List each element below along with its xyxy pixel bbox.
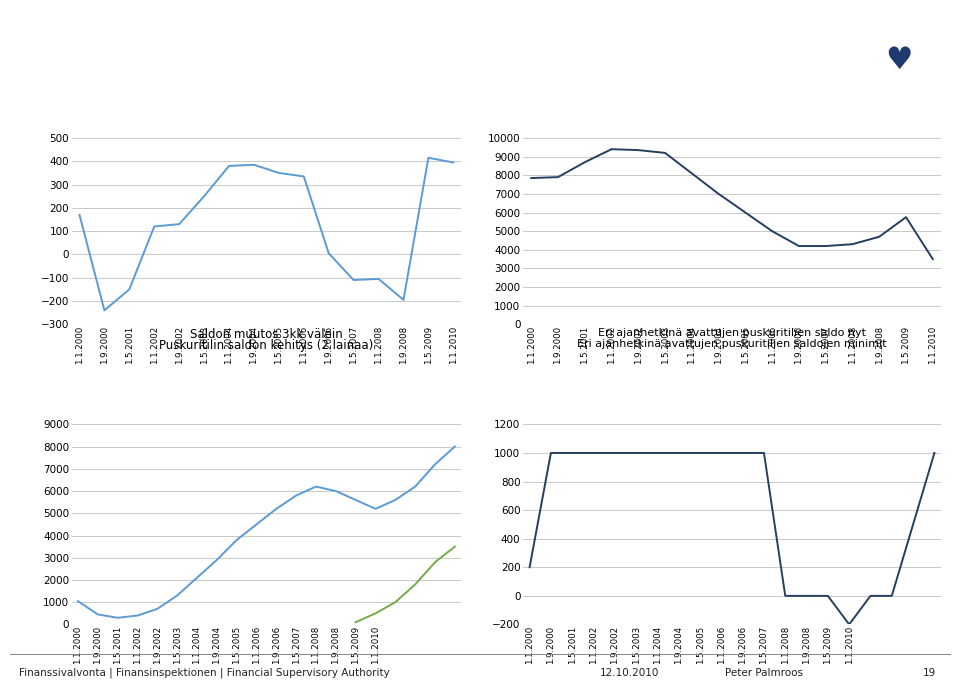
Text: 12.10.2010: 12.10.2010 <box>600 668 660 678</box>
Text: Peter Palmroos: Peter Palmroos <box>725 668 803 678</box>
Text: Puskuritilin saldon kehitys (2 lainaa): Puskuritilin saldon kehitys (2 lainaa) <box>159 339 373 353</box>
Text: 1 000 euroa alussa + 4 % koron mukaiset erät: 1 000 euroa alussa + 4 % koron mukaiset … <box>24 80 639 104</box>
Text: Saldon muutos 3kk välein: Saldon muutos 3kk välein <box>190 328 343 341</box>
Text: Finanssivalvonta | Finansinspektionen | Financial Supervisory Authority: Finanssivalvonta | Finansinspektionen | … <box>19 667 390 678</box>
Circle shape <box>847 8 950 112</box>
Text: Eri ajanhetkinä avattujen puskuritilien saldo nyt: Eri ajanhetkinä avattujen puskuritilien … <box>598 328 866 337</box>
Text: ♥: ♥ <box>885 46 913 75</box>
Text: Eri ajanhetkinä avattujen puskuritilien saldojen minimit: Eri ajanhetkinä avattujen puskuritilien … <box>577 339 887 349</box>
Text: Laaja-alainen suojautuminen – puskurirahasto: Laaja-alainen suojautuminen – puskurirah… <box>24 34 640 59</box>
Text: 19: 19 <box>923 668 936 678</box>
